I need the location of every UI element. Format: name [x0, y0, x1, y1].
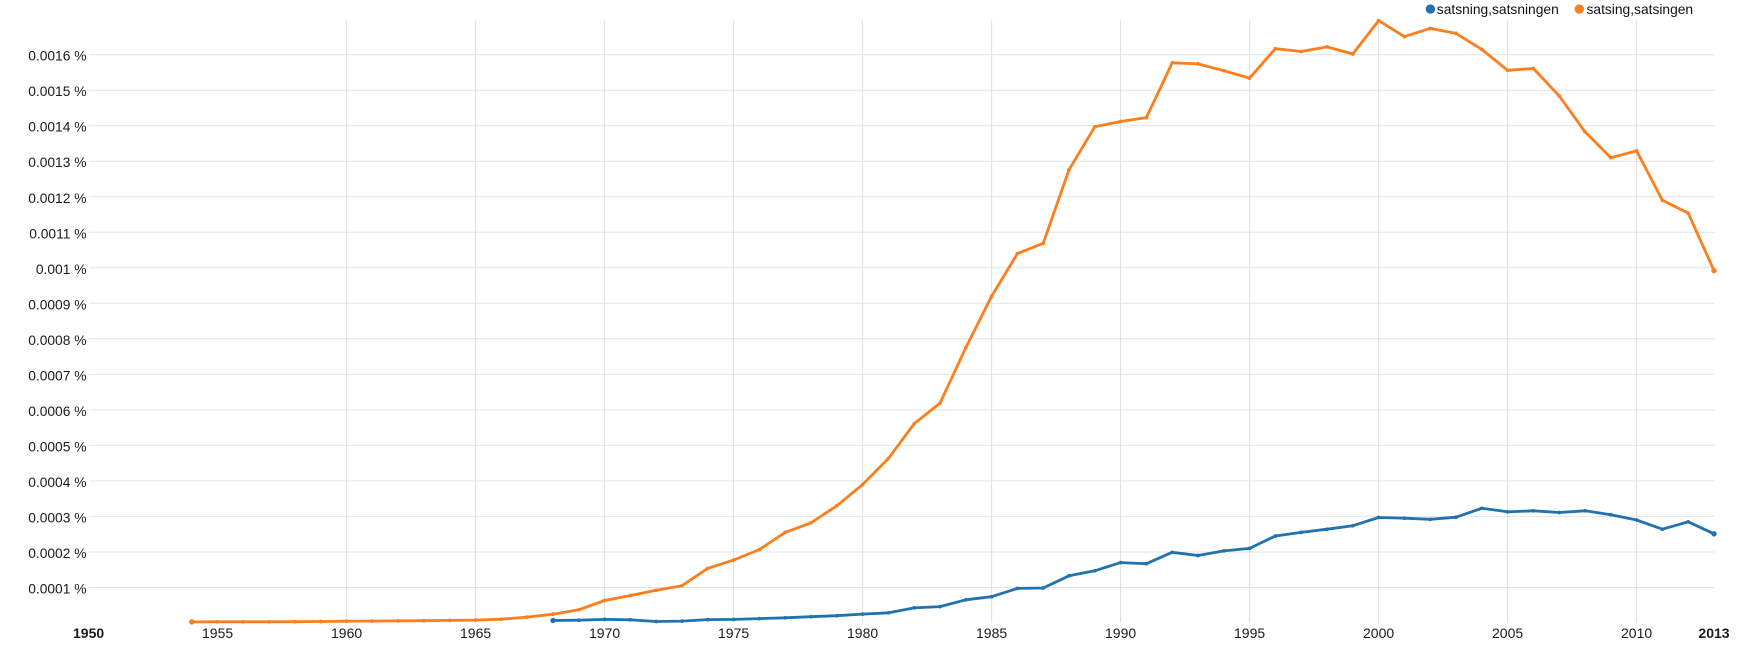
- svg-text:0.0008 %: 0.0008 %: [28, 333, 86, 348]
- svg-text:2010: 2010: [1621, 625, 1652, 641]
- svg-text:1950: 1950: [73, 625, 104, 641]
- svg-text:0.001 %: 0.001 %: [36, 262, 87, 277]
- svg-text:0.0001 %: 0.0001 %: [28, 582, 86, 597]
- svg-text:0.0007 %: 0.0007 %: [28, 368, 86, 383]
- svg-text:0.0005 %: 0.0005 %: [28, 439, 86, 454]
- svg-text:0.0002 %: 0.0002 %: [28, 546, 86, 561]
- svg-text:0.0006 %: 0.0006 %: [28, 404, 86, 419]
- svg-text:1990: 1990: [1105, 625, 1136, 641]
- svg-text:1960: 1960: [331, 625, 362, 641]
- svg-text:1980: 1980: [847, 625, 878, 641]
- svg-text:0.0009 %: 0.0009 %: [28, 297, 86, 312]
- svg-text:1970: 1970: [589, 625, 620, 641]
- svg-text:2000: 2000: [1363, 625, 1394, 641]
- svg-text:satsing,satsingen: satsing,satsingen: [1587, 2, 1694, 17]
- svg-text:0.0015 %: 0.0015 %: [28, 84, 86, 99]
- svg-text:0.0016 %: 0.0016 %: [28, 49, 86, 64]
- svg-text:0.0004 %: 0.0004 %: [28, 475, 86, 490]
- svg-text:0.0011 %: 0.0011 %: [29, 226, 86, 241]
- svg-text:1985: 1985: [976, 625, 1007, 641]
- svg-text:1955: 1955: [202, 625, 233, 641]
- svg-text:1965: 1965: [460, 625, 491, 641]
- svg-text:2013: 2013: [1698, 625, 1729, 641]
- svg-text:2005: 2005: [1492, 625, 1523, 641]
- svg-text:0.0013 %: 0.0013 %: [28, 155, 86, 170]
- svg-text:1975: 1975: [718, 625, 749, 641]
- svg-text:0.0014 %: 0.0014 %: [28, 120, 86, 135]
- svg-text:1995: 1995: [1234, 625, 1265, 641]
- svg-text:0.0012 %: 0.0012 %: [28, 191, 86, 206]
- svg-text:0.0003 %: 0.0003 %: [28, 510, 86, 525]
- svg-text:satsning,satsningen: satsning,satsningen: [1437, 2, 1559, 17]
